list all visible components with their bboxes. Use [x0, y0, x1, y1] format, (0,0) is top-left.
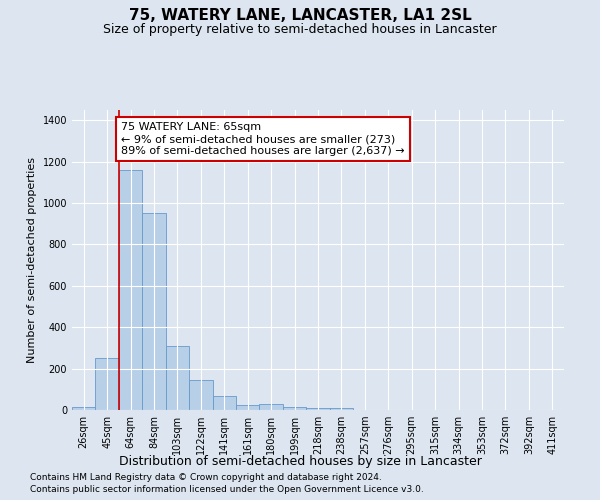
- Bar: [119, 170, 142, 410]
- Y-axis label: Number of semi-detached properties: Number of semi-detached properties: [27, 157, 37, 363]
- Bar: [142, 214, 166, 410]
- Text: Contains public sector information licensed under the Open Government Licence v3: Contains public sector information licen…: [30, 485, 424, 494]
- Bar: [72, 407, 95, 410]
- Bar: [283, 407, 306, 410]
- Bar: [189, 380, 212, 410]
- Bar: [166, 346, 189, 410]
- Text: 75 WATERY LANE: 65sqm
← 9% of semi-detached houses are smaller (273)
89% of semi: 75 WATERY LANE: 65sqm ← 9% of semi-detac…: [121, 122, 405, 156]
- Bar: [306, 408, 330, 410]
- Bar: [95, 358, 119, 410]
- Bar: [330, 408, 353, 410]
- Text: Contains HM Land Registry data © Crown copyright and database right 2024.: Contains HM Land Registry data © Crown c…: [30, 474, 382, 482]
- Bar: [212, 396, 236, 410]
- Text: Size of property relative to semi-detached houses in Lancaster: Size of property relative to semi-detach…: [103, 22, 497, 36]
- Text: Distribution of semi-detached houses by size in Lancaster: Distribution of semi-detached houses by …: [119, 455, 481, 468]
- Text: 75, WATERY LANE, LANCASTER, LA1 2SL: 75, WATERY LANE, LANCASTER, LA1 2SL: [128, 8, 472, 22]
- Bar: [236, 405, 259, 410]
- Bar: [259, 404, 283, 410]
